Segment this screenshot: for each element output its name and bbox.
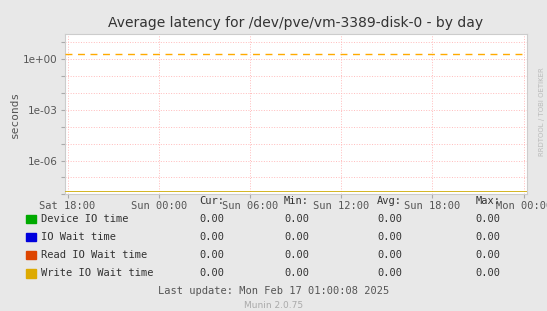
Text: IO Wait time: IO Wait time [41,232,116,242]
Text: Min:: Min: [284,196,309,206]
Text: 0.00: 0.00 [377,214,402,224]
Text: 0.00: 0.00 [284,268,309,278]
Text: Write IO Wait time: Write IO Wait time [41,268,154,278]
Text: 0.00: 0.00 [475,214,501,224]
Text: Read IO Wait time: Read IO Wait time [41,250,147,260]
Text: 0.00: 0.00 [199,214,224,224]
Text: 0.00: 0.00 [199,268,224,278]
Text: 0.00: 0.00 [199,232,224,242]
Text: 0.00: 0.00 [475,250,501,260]
Text: Last update: Mon Feb 17 01:00:08 2025: Last update: Mon Feb 17 01:00:08 2025 [158,286,389,296]
Text: 0.00: 0.00 [199,250,224,260]
Text: RRDTOOL / TOBI OETIKER: RRDTOOL / TOBI OETIKER [539,67,545,156]
Text: Cur:: Cur: [199,196,224,206]
Text: 0.00: 0.00 [377,250,402,260]
Title: Average latency for /dev/pve/vm-3389-disk-0 - by day: Average latency for /dev/pve/vm-3389-dis… [108,16,483,30]
Y-axis label: seconds: seconds [10,91,20,138]
Text: 0.00: 0.00 [284,214,309,224]
Text: Avg:: Avg: [377,196,402,206]
Text: 0.00: 0.00 [284,250,309,260]
Text: Device IO time: Device IO time [41,214,129,224]
Text: Max:: Max: [475,196,501,206]
Text: 0.00: 0.00 [377,268,402,278]
Text: 0.00: 0.00 [377,232,402,242]
Text: Munin 2.0.75: Munin 2.0.75 [244,301,303,310]
Text: 0.00: 0.00 [475,232,501,242]
Text: 0.00: 0.00 [284,232,309,242]
Text: 0.00: 0.00 [475,268,501,278]
